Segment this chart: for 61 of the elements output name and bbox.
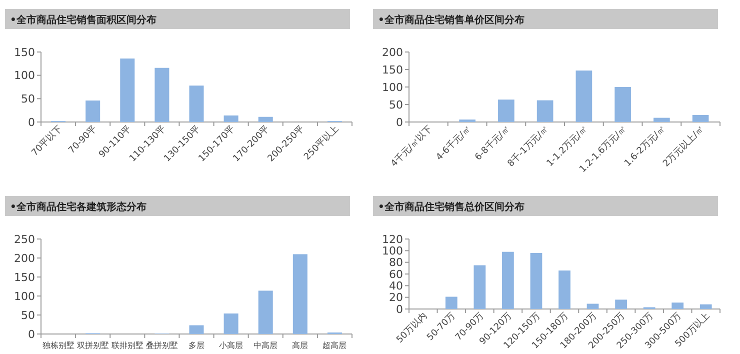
bar: [120, 58, 135, 122]
y-tick-label: 60: [389, 268, 403, 281]
y-tick-label: 150: [14, 270, 35, 284]
bar: [258, 290, 273, 334]
y-tick-label: 0: [28, 116, 35, 129]
y-tick-label: 100: [382, 80, 403, 94]
bar: [558, 270, 570, 309]
bar: [498, 100, 514, 122]
bar: [615, 300, 627, 309]
x-tick-label: 高层: [292, 341, 308, 350]
bar: [654, 118, 670, 122]
x-tick-label: 中高层: [254, 341, 278, 350]
y-tick-label: 200: [382, 46, 403, 59]
x-tick-label: 双拼别墅: [76, 341, 109, 350]
chart-title: •全市商品住宅销售面积区间分布: [10, 14, 156, 26]
y-tick-label: 20: [389, 291, 403, 304]
bar: [224, 115, 238, 122]
y-tick-label: 0: [396, 302, 403, 316]
y-tick-label: 0: [28, 328, 35, 341]
y-tick-label: 120: [382, 232, 403, 246]
y-tick-label: 50: [389, 98, 403, 112]
chart-title: •全市商品住宅销售总价区间分布: [378, 201, 524, 213]
y-tick-label: 0: [396, 116, 403, 129]
y-tick-label: 80: [389, 256, 403, 270]
bar: [536, 100, 554, 122]
bar: [576, 70, 592, 122]
y-tick-label: 150: [382, 63, 403, 76]
x-tick-label: 联排别墅: [111, 341, 144, 350]
y-tick-label: 50: [21, 308, 35, 322]
bar: [86, 100, 100, 122]
x-tick-label: 独栋别墅: [42, 341, 74, 350]
y-tick-label: 100: [382, 244, 403, 258]
x-tick-label: 超高层: [322, 341, 347, 350]
bar: [258, 116, 273, 122]
bar: [189, 86, 204, 122]
bar: [692, 115, 709, 122]
y-tick-label: 250: [14, 232, 35, 246]
chart-title: •全市商品住宅各建筑形态分布: [10, 201, 146, 213]
bar: [530, 253, 542, 309]
y-tick-label: 40: [389, 280, 403, 293]
bar: [189, 325, 204, 334]
bar: [445, 296, 458, 309]
bar: [502, 252, 514, 309]
bar: [700, 304, 712, 309]
bar: [474, 265, 486, 309]
x-tick-label: 多层: [188, 341, 204, 350]
bar: [224, 313, 238, 334]
y-tick-label: 150: [14, 46, 35, 59]
chart-title: •全市商品住宅销售单价区间分布: [378, 14, 524, 26]
bar: [154, 68, 170, 122]
bar: [672, 302, 684, 309]
y-tick-label: 50: [21, 92, 35, 106]
bar: [292, 254, 308, 334]
x-tick-label: 小高层: [219, 341, 244, 350]
y-tick-label: 100: [14, 290, 35, 303]
bar: [586, 304, 599, 309]
x-tick-label: 4-6千元/㎡: [434, 123, 474, 163]
bar: [614, 87, 631, 122]
y-tick-label: 100: [14, 69, 35, 82]
x-tick-label: 叠拼别墅: [146, 341, 178, 350]
y-tick-label: 200: [14, 252, 35, 265]
